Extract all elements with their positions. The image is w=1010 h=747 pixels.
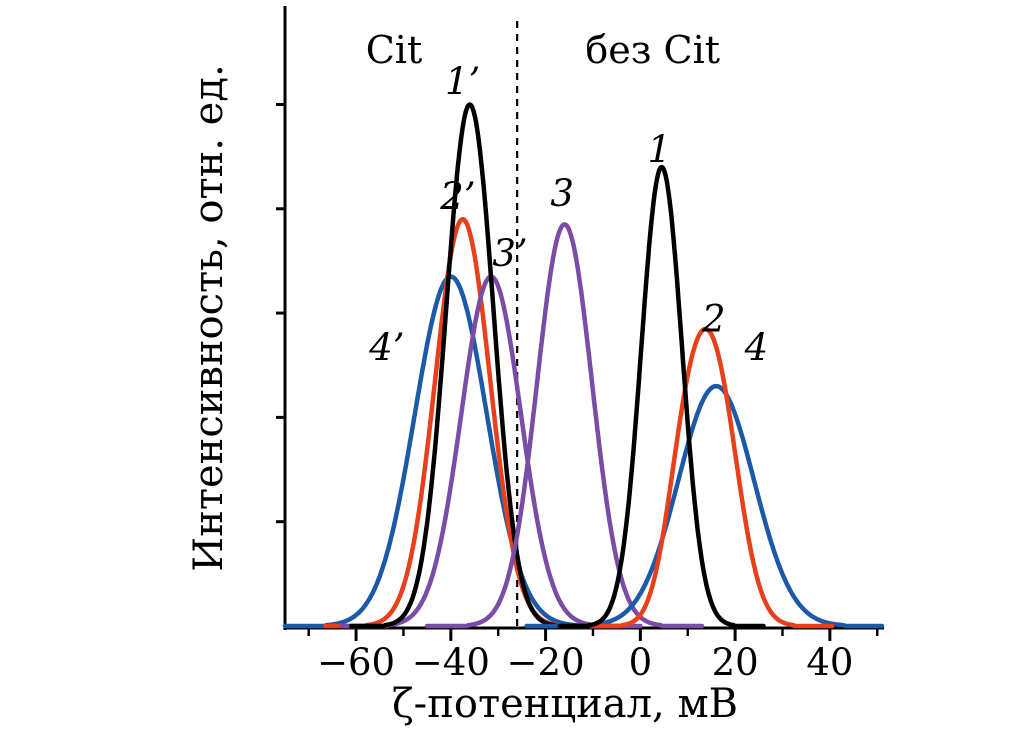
x-tick-label: −20 <box>507 641 585 684</box>
series-label-4: 4 <box>744 326 769 369</box>
series-curve-4 <box>524 383 885 629</box>
x-tick-label: −60 <box>317 641 395 684</box>
series-label-3: 3 <box>550 172 574 215</box>
x-tick-label: 0 <box>629 641 653 684</box>
x-tick-label: 40 <box>806 641 853 684</box>
region-label-bez-cit: без Cit <box>585 28 720 72</box>
series-label-3-prime: 3’ <box>492 232 527 275</box>
series-label-2: 2 <box>701 297 726 340</box>
x-tick-label: −40 <box>412 641 490 684</box>
region-label-cit: Cit <box>366 28 423 72</box>
series-curve-1 <box>557 164 766 629</box>
series-label-1-prime: 1’ <box>445 60 480 103</box>
series-curve-2-prime <box>323 216 603 629</box>
series-curve-3 <box>424 222 705 629</box>
series-label-1: 1 <box>648 128 672 171</box>
y-axis-title: Интенсивность, отн. ед. <box>186 64 232 571</box>
series-label-4-prime: 4’ <box>368 326 404 369</box>
x-tick-label: 20 <box>712 641 759 684</box>
x-axis-title: ζ-потенциал, мВ <box>392 681 738 727</box>
series-curve-2 <box>585 326 835 629</box>
